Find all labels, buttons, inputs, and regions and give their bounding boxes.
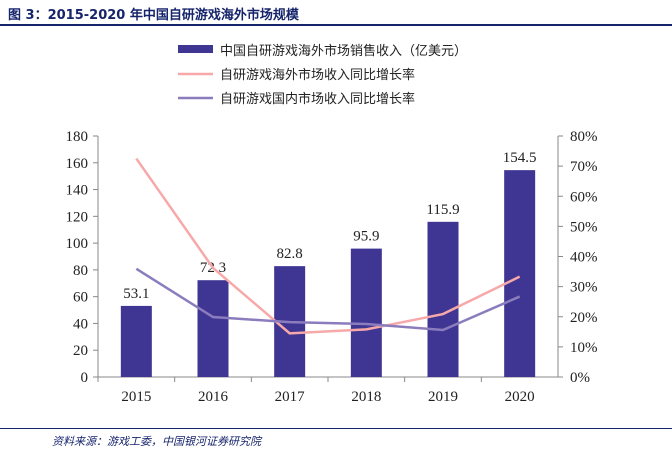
data-label: 53.1 [123, 286, 149, 302]
y-tick-label: 120 [66, 209, 89, 225]
bar [197, 280, 229, 377]
legend-label: 自研游戏海外市场收入同比增长率 [220, 67, 415, 83]
x-tick-label: 2015 [121, 389, 151, 405]
x-tick-label: 2020 [505, 389, 535, 405]
y-tick-label: 60 [73, 290, 88, 306]
y2-tick-label: 0% [570, 370, 590, 386]
x-tick-label: 2019 [428, 389, 458, 405]
y-tick-label: 20 [73, 343, 88, 359]
y-tick-label: 160 [66, 156, 89, 172]
x-tick-label: 2017 [275, 389, 306, 405]
bar [427, 221, 459, 377]
y2-tick-label: 10% [570, 340, 598, 356]
y2-tick-label: 30% [570, 280, 598, 296]
bar [350, 248, 382, 377]
data-label: 115.9 [426, 202, 459, 218]
y2-tick-label: 60% [570, 189, 598, 205]
legend-swatch [178, 45, 213, 53]
title-divider [0, 24, 672, 26]
x-tick-label: 2016 [198, 389, 229, 405]
y2-tick-label: 70% [570, 159, 598, 175]
y-tick-label: 80 [73, 263, 88, 279]
y-tick-label: 180 [66, 129, 89, 145]
y-tick-label: 140 [66, 183, 89, 199]
bar [504, 170, 536, 377]
legend-label: 自研游戏国内市场收入同比增长率 [220, 91, 415, 107]
data-label: 82.8 [277, 246, 303, 262]
legend-label: 中国自研游戏海外市场销售收入（亿美元） [220, 43, 467, 59]
source-note: 资料来源：游戏工委，中国银河证券研究院 [52, 435, 261, 448]
y-tick-label: 40 [73, 316, 88, 332]
data-label: 95.9 [353, 229, 379, 245]
y2-tick-label: 80% [570, 129, 598, 145]
y2-tick-label: 40% [570, 250, 598, 266]
y-tick-label: 100 [66, 236, 89, 252]
data-label: 154.5 [503, 150, 537, 166]
y2-tick-label: 20% [570, 310, 598, 326]
x-tick-label: 2018 [351, 389, 381, 405]
line-series-2 [135, 267, 521, 332]
bar [120, 305, 152, 377]
line-series-1 [135, 157, 521, 335]
y-tick-label: 0 [81, 370, 89, 386]
y2-tick-label: 50% [570, 219, 598, 235]
source-divider [0, 428, 672, 429]
figure-title: 图 3：2015-2020 年中国自研游戏海外市场规模 [8, 8, 299, 23]
